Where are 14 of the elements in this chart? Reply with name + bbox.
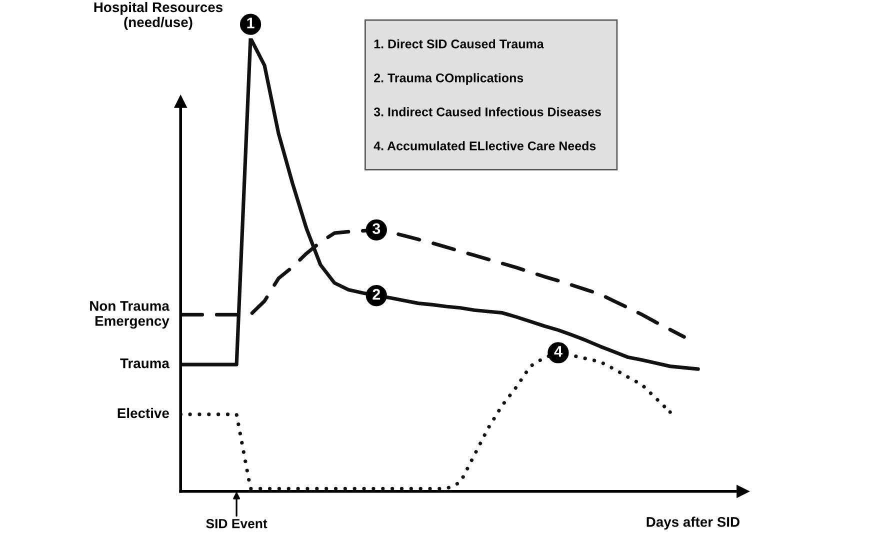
- annotation: 2: [372, 288, 380, 300]
- text: Trauma: [120, 358, 170, 368]
- annotation: 4. Accumulated ELlective Care Needs: [374, 141, 596, 150]
- text: SID Event: [206, 518, 268, 528]
- series-label: 4: [554, 346, 562, 357]
- annotation: 1. Direct SID Caused Trauma: [374, 39, 544, 48]
- annotation: 3. Indirect Caused Infectious Diseases: [374, 107, 601, 116]
- series-label: 1: [247, 18, 254, 28]
- text: Non Trauma Emergency: [90, 301, 170, 329]
- annotation: 2. Trauma COmplications: [374, 73, 524, 85]
- series-label: 3: [372, 223, 380, 234]
- x-axis-title: Days after SID: [646, 516, 740, 530]
- y-axis-title: Hospital Resources (need/use): [94, 2, 222, 30]
- text: Elective: [118, 408, 169, 418]
